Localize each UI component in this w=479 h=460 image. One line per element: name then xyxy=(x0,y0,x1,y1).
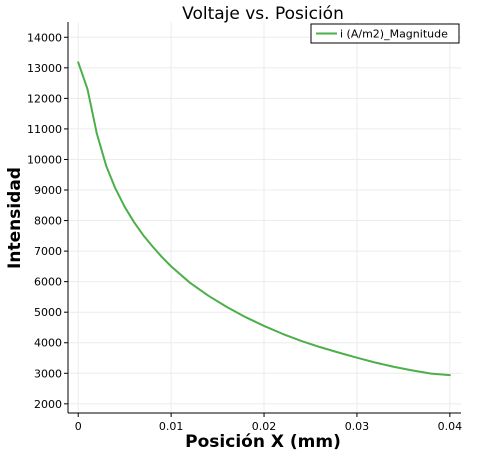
y-tick-label: 4000 xyxy=(34,337,62,350)
y-tick-label: 9000 xyxy=(34,184,62,197)
x-tick-label: 0.04 xyxy=(438,420,463,433)
legend-label: i (A/m2)_Magnitude xyxy=(340,28,448,41)
y-tick-label: 13000 xyxy=(27,62,62,75)
y-tick-label: 11000 xyxy=(27,123,62,136)
x-tick-label: 0 xyxy=(75,420,82,433)
legend: i (A/m2)_Magnitude xyxy=(311,24,459,43)
y-tick-label: 6000 xyxy=(34,276,62,289)
x-tick-label: 0.03 xyxy=(345,420,370,433)
x-axis-title: Posición X (mm) xyxy=(185,432,341,452)
y-tick-label: 3000 xyxy=(34,367,62,380)
y-tick-label: 14000 xyxy=(27,31,62,44)
y-tick-label: 12000 xyxy=(27,92,62,105)
chart-title: Voltaje vs. Posición xyxy=(182,4,344,24)
y-axis-title: Intensidad xyxy=(5,167,25,269)
x-tick-label: 0.01 xyxy=(159,420,184,433)
y-tick-label: 7000 xyxy=(34,245,62,258)
y-tick-label: 5000 xyxy=(34,306,62,319)
y-tick-label: 2000 xyxy=(34,398,62,411)
y-tick-label: 8000 xyxy=(34,215,62,228)
y-tick-label: 10000 xyxy=(27,153,62,166)
